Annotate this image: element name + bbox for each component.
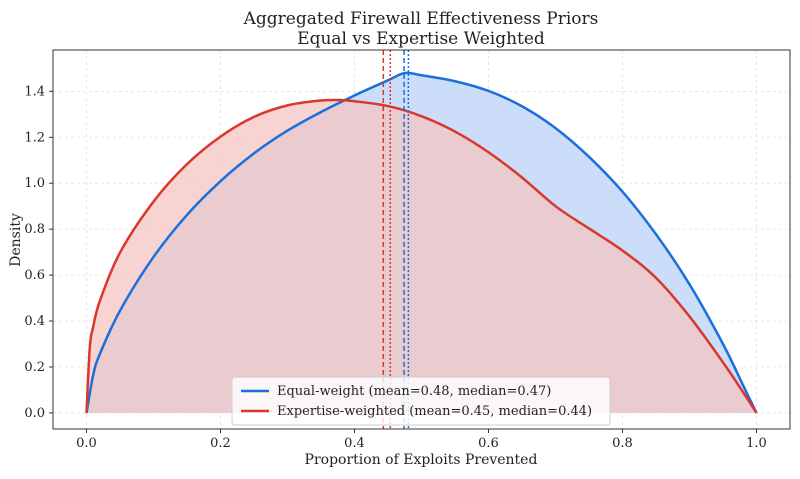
y-tick-label-7: 1.4 bbox=[24, 84, 45, 99]
chart-title-line-2: Equal vs Expertise Weighted bbox=[297, 29, 545, 49]
chart-title-line-1: Aggregated Firewall Effectiveness Priors bbox=[243, 9, 599, 29]
mean-median-lines bbox=[382, 50, 410, 429]
y-tick-label-1: 0.2 bbox=[24, 360, 45, 375]
y-tick-label-6: 1.2 bbox=[24, 130, 45, 145]
legend-label-expertise-weighted: Expertise-weighted (mean=0.45, median=0.… bbox=[277, 404, 592, 419]
y-tick-label-5: 1.0 bbox=[24, 176, 45, 191]
y-tick-label-3: 0.6 bbox=[24, 268, 45, 283]
y-tick-label-0: 0.0 bbox=[24, 406, 45, 421]
legend: Equal-weight (mean=0.48, median=0.47) Ex… bbox=[231, 376, 611, 426]
legend-label-equal-weight: Equal-weight (mean=0.48, median=0.47) bbox=[277, 384, 551, 399]
x-tick-label-4: 0.8 bbox=[612, 436, 633, 451]
x-tick-label-0: 0.0 bbox=[76, 436, 97, 451]
axis-ticks: 0.0 0.2 0.4 0.6 0.8 1.0 0.0 0.2 0.4 0.6 0.8 1.0 1.2 1… bbox=[24, 84, 767, 451]
series-lines bbox=[85, 71, 758, 414]
series-area-1 bbox=[86, 99, 757, 413]
plot-frame bbox=[52, 49, 791, 430]
series-areas bbox=[86, 72, 757, 413]
x-axis-label: Proportion of Exploits Prevented bbox=[305, 452, 538, 468]
y-axis-label: Density bbox=[8, 213, 24, 267]
y-tick-label-4: 0.8 bbox=[24, 222, 45, 237]
y-tick-label-2: 0.4 bbox=[24, 314, 45, 329]
x-tick-label-1: 0.2 bbox=[210, 436, 231, 451]
x-tick-label-2: 0.4 bbox=[344, 436, 365, 451]
x-tick-label-5: 1.0 bbox=[746, 436, 767, 451]
legend-box bbox=[231, 376, 611, 426]
series-line-1 bbox=[85, 98, 758, 414]
series-line-0 bbox=[85, 71, 758, 414]
x-tick-label-3: 0.6 bbox=[478, 436, 499, 451]
